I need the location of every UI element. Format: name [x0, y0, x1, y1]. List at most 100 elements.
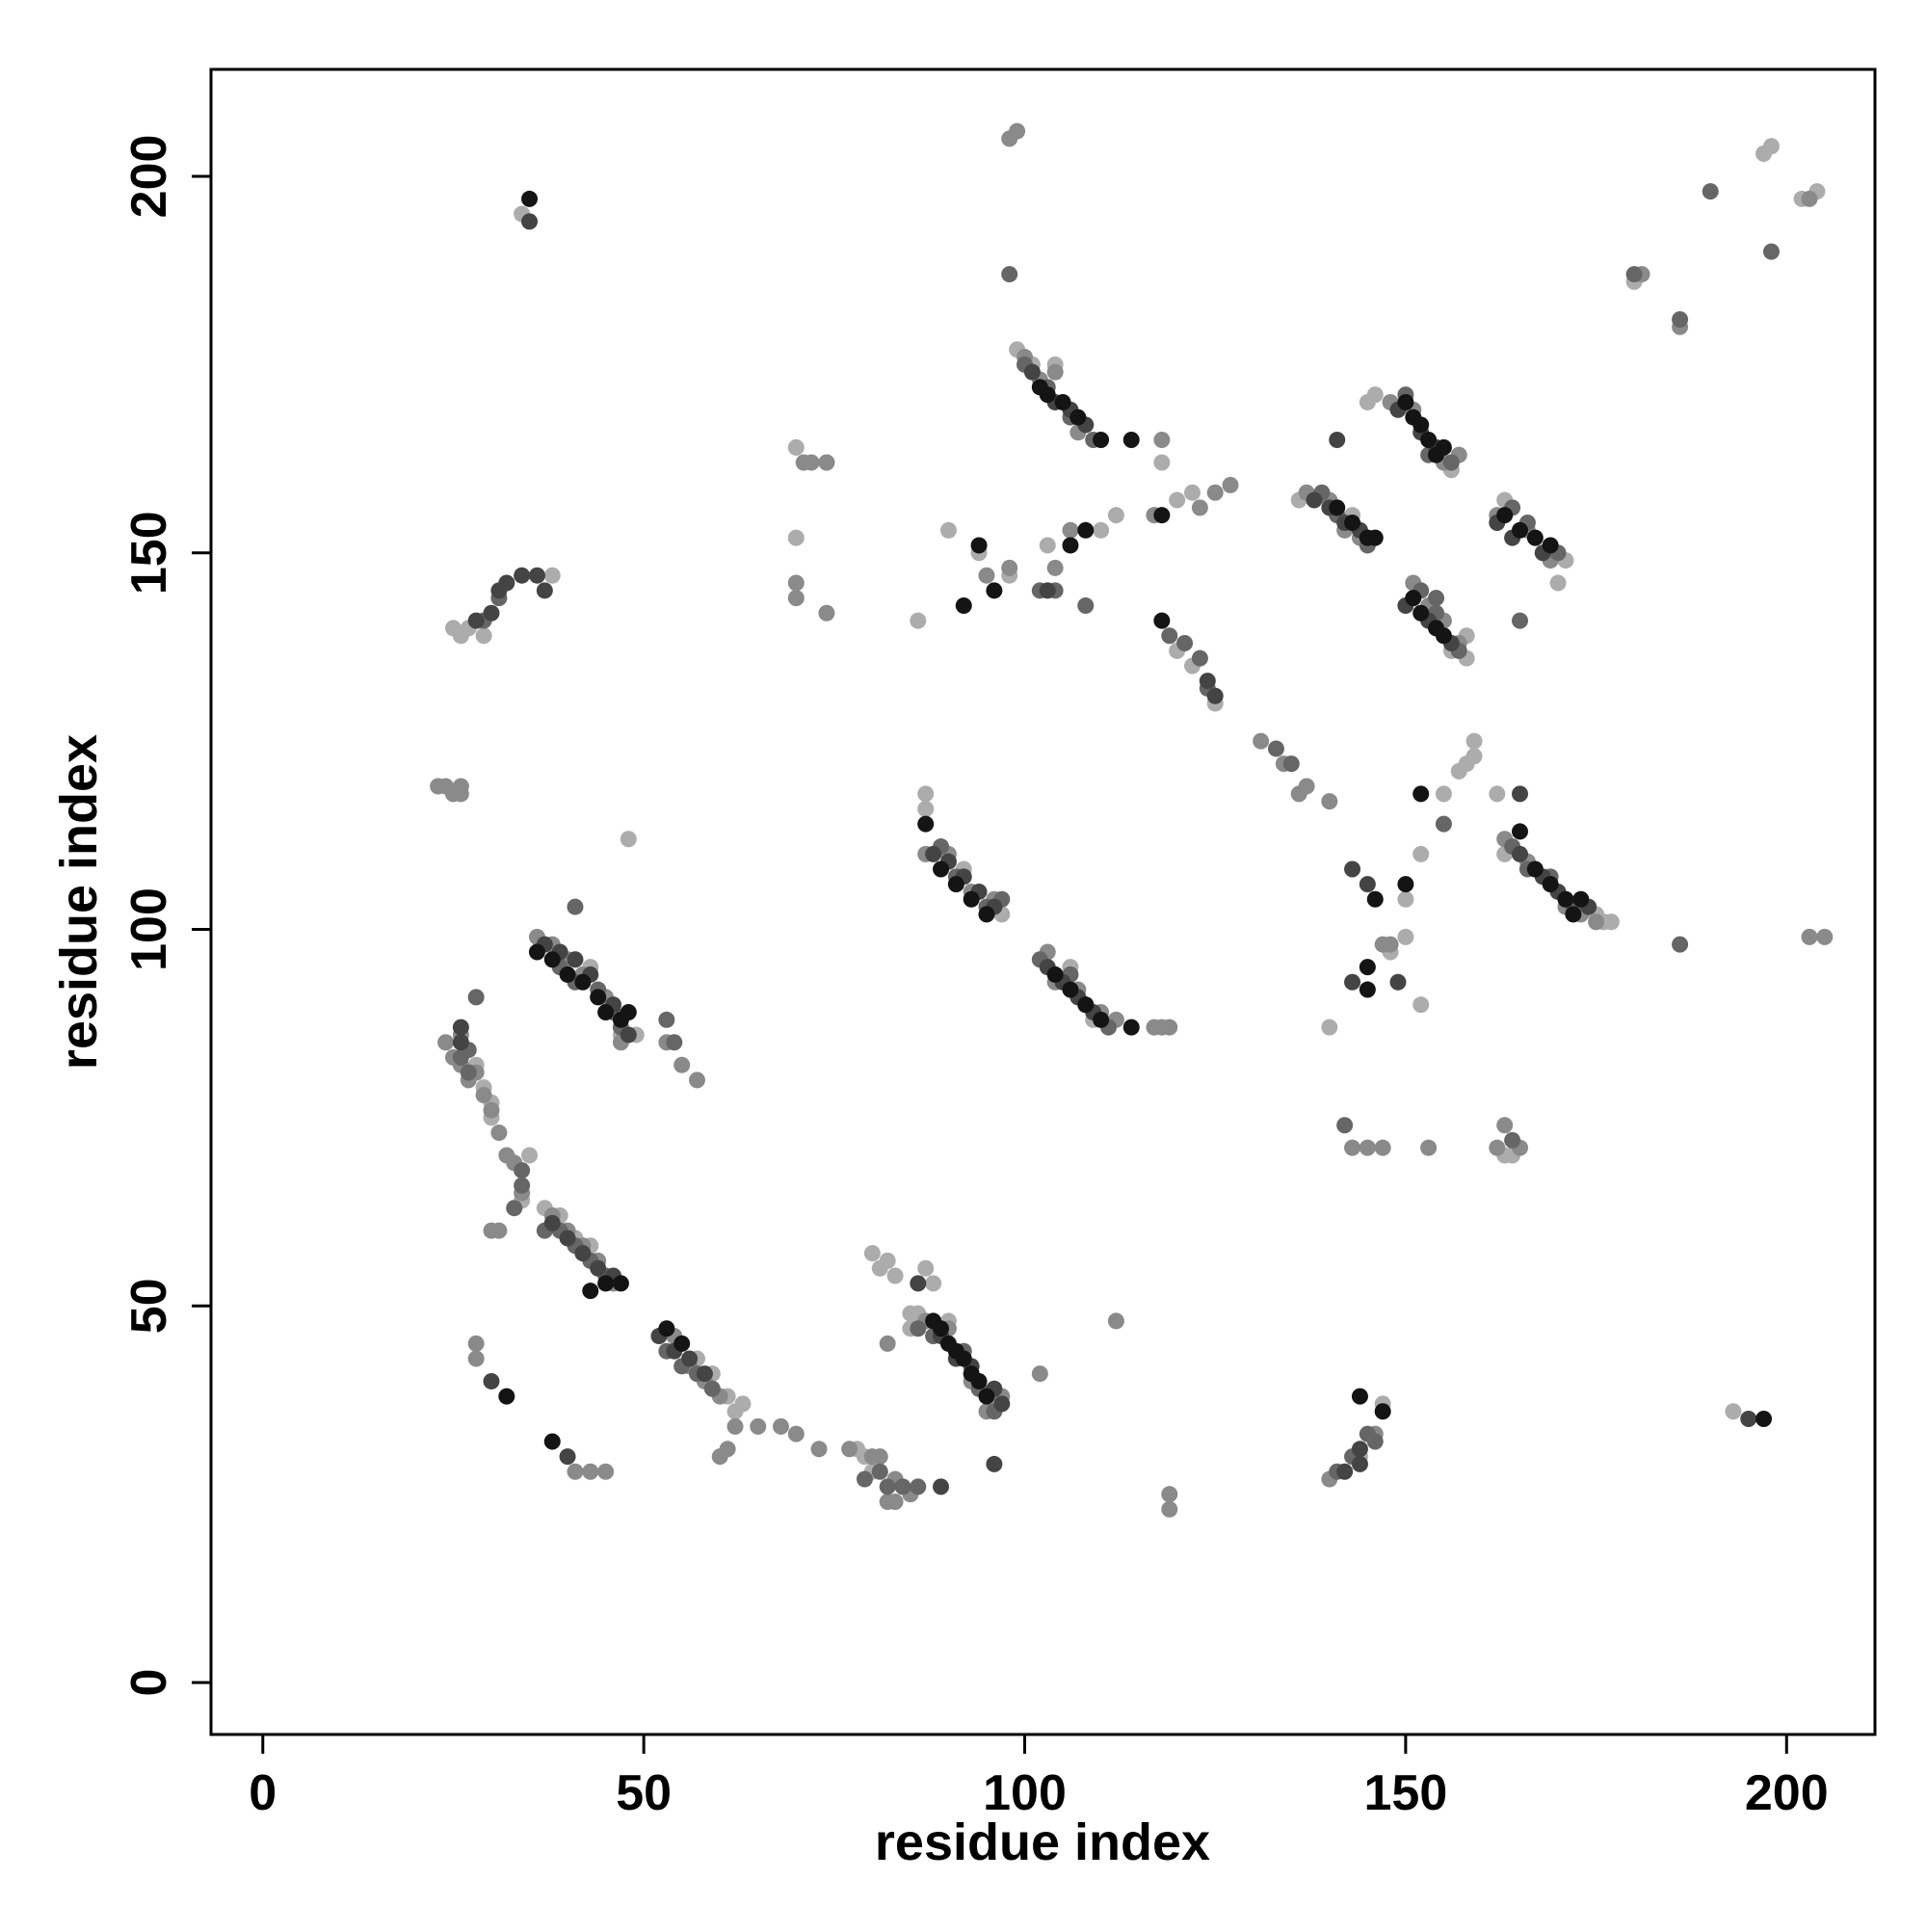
- data-point: [1046, 966, 1064, 983]
- data-point: [590, 1259, 607, 1277]
- data-point: [1557, 890, 1574, 908]
- data-point: [1122, 1019, 1140, 1036]
- data-point: [1702, 183, 1719, 200]
- data-point: [1762, 243, 1780, 260]
- data-point: [1801, 190, 1818, 207]
- data-point: [536, 582, 553, 599]
- data-point: [1169, 491, 1186, 509]
- data-point: [1382, 936, 1399, 953]
- data-point: [467, 612, 485, 629]
- data-point: [1359, 1139, 1376, 1156]
- data-point: [871, 1463, 888, 1480]
- data-point: [1176, 635, 1194, 652]
- data-point: [1542, 876, 1559, 893]
- data-point: [1282, 755, 1300, 773]
- data-point: [1512, 823, 1529, 840]
- y-tick-label: 200: [121, 135, 177, 219]
- data-point: [521, 190, 539, 207]
- data-point: [1428, 590, 1445, 607]
- data-point: [1412, 785, 1430, 803]
- data-point: [1031, 1365, 1048, 1383]
- data-point: [1122, 432, 1140, 449]
- data-point: [1093, 1011, 1110, 1028]
- data-point: [1512, 612, 1529, 629]
- data-point: [1153, 454, 1171, 471]
- data-point: [1153, 507, 1171, 524]
- data-point: [1344, 860, 1361, 878]
- data-point: [1725, 1403, 1742, 1420]
- data-point: [750, 1417, 767, 1435]
- data-point: [1496, 507, 1514, 524]
- data-point: [787, 529, 805, 546]
- data-point: [841, 1441, 858, 1458]
- data-point: [910, 1478, 927, 1495]
- data-point: [567, 898, 584, 915]
- data-point: [582, 1283, 599, 1300]
- data-point: [506, 1200, 523, 1217]
- x-tick-label: 100: [983, 1765, 1067, 1821]
- data-point: [856, 1470, 873, 1488]
- data-point: [970, 1372, 988, 1389]
- data-point: [1039, 582, 1056, 599]
- data-point: [498, 574, 515, 592]
- data-point: [1206, 484, 1224, 501]
- data-point: [1191, 649, 1208, 667]
- data-point: [1351, 1441, 1368, 1458]
- data-point: [475, 1086, 492, 1103]
- data-point: [910, 1320, 927, 1337]
- data-point: [1023, 363, 1041, 381]
- data-point: [1191, 499, 1208, 516]
- data-point: [1504, 1131, 1521, 1149]
- data-point: [879, 1252, 896, 1269]
- data-point: [818, 454, 835, 471]
- data-point: [1344, 514, 1361, 531]
- data-point: [787, 574, 805, 592]
- data-point: [543, 1433, 561, 1450]
- data-point: [986, 1455, 1003, 1472]
- data-point: [910, 1275, 927, 1292]
- data-point: [521, 1147, 539, 1164]
- data-point: [567, 951, 584, 968]
- data-point: [1565, 906, 1582, 923]
- data-point: [803, 454, 820, 471]
- data-point: [1359, 959, 1376, 976]
- data-point: [559, 966, 576, 983]
- data-point: [1039, 537, 1056, 554]
- data-point: [1526, 860, 1544, 878]
- data-point: [1046, 363, 1064, 381]
- data-point: [933, 860, 950, 878]
- data-point: [452, 1019, 469, 1036]
- data-point: [1435, 438, 1452, 456]
- data-point: [1336, 1463, 1354, 1480]
- data-point: [1153, 612, 1171, 629]
- data-point: [620, 1026, 637, 1044]
- data-point: [1397, 890, 1414, 908]
- data-point: [620, 831, 637, 848]
- data-point: [871, 1448, 888, 1466]
- data-point: [879, 1478, 896, 1495]
- data-point: [910, 612, 927, 629]
- data-point: [917, 1259, 935, 1277]
- data-point: [483, 1222, 500, 1239]
- data-point: [514, 567, 531, 584]
- data-point: [1329, 499, 1346, 516]
- data-point: [1465, 732, 1483, 750]
- data-point: [1374, 1139, 1391, 1156]
- data-point: [1374, 1403, 1391, 1420]
- x-tick-label: 0: [249, 1765, 277, 1821]
- data-point: [597, 1003, 615, 1020]
- data-point: [543, 951, 561, 968]
- data-point: [498, 1388, 515, 1405]
- data-point: [574, 1245, 592, 1262]
- data-point: [963, 890, 980, 908]
- data-point: [567, 1463, 584, 1480]
- data-point: [528, 567, 545, 584]
- data-point: [1412, 416, 1430, 434]
- data-point: [1435, 815, 1452, 833]
- data-point: [1062, 537, 1079, 554]
- data-point: [939, 521, 957, 539]
- data-point: [1321, 1019, 1338, 1036]
- data-point: [467, 1350, 485, 1367]
- data-point: [917, 815, 935, 833]
